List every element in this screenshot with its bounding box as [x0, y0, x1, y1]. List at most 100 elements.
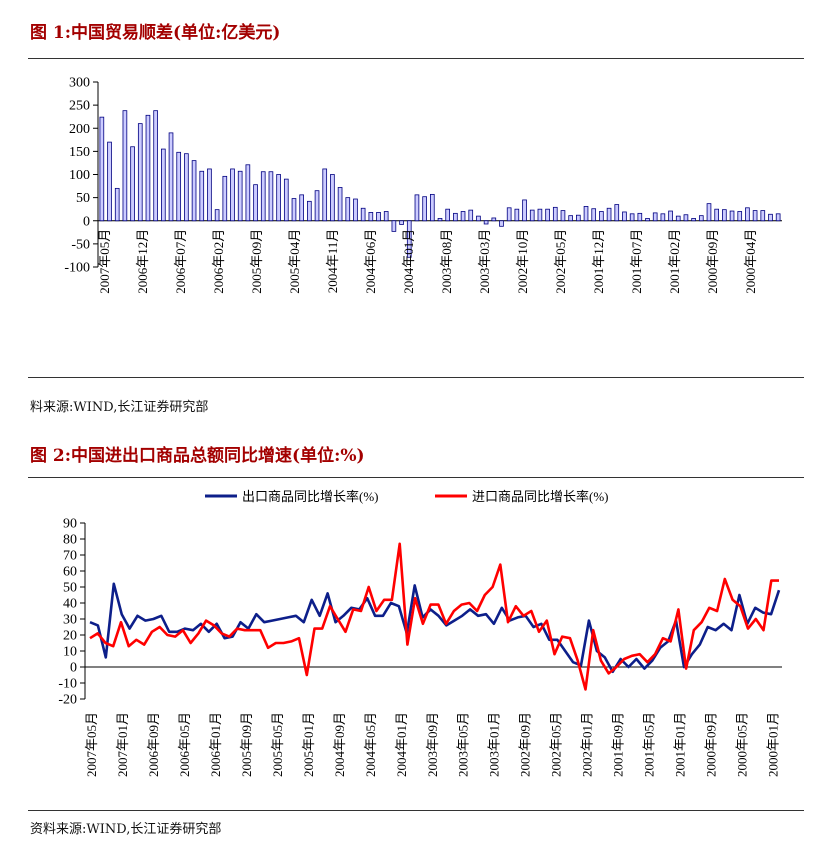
y-tick-label: 60	[63, 565, 77, 580]
x-tick-label: 2005年09月	[249, 229, 264, 294]
bar	[545, 208, 550, 222]
bar	[460, 211, 466, 222]
bar	[222, 175, 228, 222]
y-tick-label: -10	[58, 677, 77, 692]
bar	[130, 146, 135, 222]
bar	[583, 206, 589, 222]
x-tick-label: 2001年01月	[673, 712, 688, 777]
y-tick-label: 200	[69, 122, 90, 137]
y-tick-label: 300	[69, 76, 90, 91]
bar	[276, 174, 281, 222]
bar	[299, 194, 304, 222]
bar	[191, 160, 197, 222]
bar	[752, 210, 758, 222]
bar	[330, 174, 335, 222]
x-tick-label: 2003年09月	[425, 712, 440, 777]
bar	[683, 214, 689, 222]
bar	[145, 114, 151, 222]
bar	[391, 220, 397, 232]
bar	[675, 215, 681, 222]
bar	[537, 208, 543, 222]
y-tick-label: 10	[63, 645, 77, 660]
bar	[260, 171, 266, 222]
bar	[514, 208, 520, 222]
bar	[629, 213, 635, 222]
legend-label: 出口商品同比增长率(%)	[242, 489, 379, 504]
bar	[107, 141, 112, 222]
figure1-title: 图 1:中国贸易顺差(单位:亿美元)	[30, 23, 281, 43]
x-tick-label: 2006年07月	[173, 229, 188, 294]
bar	[552, 206, 558, 222]
figure2-title: 图 2:中国进出口商品总额同比增速(单位:%)	[30, 446, 365, 466]
bar	[176, 151, 182, 222]
x-tick-label: 2005年05月	[270, 712, 285, 777]
x-tick-label: 2001年07月	[629, 229, 644, 294]
x-tick-label: 2006年12月	[135, 229, 150, 294]
bar	[314, 190, 320, 222]
bar	[775, 213, 781, 222]
bar	[422, 196, 427, 222]
x-tick-label: 2001年09月	[611, 712, 626, 777]
y-tick-label: 50	[76, 191, 90, 206]
bar	[429, 193, 435, 222]
bar	[360, 207, 366, 222]
y-tick-label: 20	[63, 629, 77, 644]
bar	[153, 110, 158, 222]
legend-label: 进口商品同比增长率(%)	[472, 489, 609, 504]
x-tick-label: 2001年12月	[591, 229, 606, 294]
bar	[445, 208, 451, 222]
bar	[698, 215, 704, 222]
bar	[376, 212, 381, 222]
x-tick-label: 2001年05月	[642, 712, 657, 777]
bar	[168, 132, 174, 222]
x-tick-label: 2002年05月	[549, 712, 564, 777]
x-tick-label: 2002年05月	[553, 229, 568, 294]
x-tick-label: 2007年05月	[97, 229, 112, 294]
y-tick-label: 40	[63, 597, 77, 612]
x-tick-label: 2003年05月	[456, 712, 471, 777]
bar	[668, 210, 673, 222]
export-growth-line	[89, 582, 781, 674]
bar	[722, 209, 727, 222]
bar	[760, 210, 766, 222]
x-tick-label: 2004年01月	[401, 229, 416, 294]
bar	[322, 168, 328, 222]
y-tick-label: 100	[69, 168, 90, 183]
bar	[307, 200, 312, 222]
bar	[161, 148, 166, 222]
bar	[560, 210, 566, 222]
bar	[283, 178, 289, 222]
bar	[230, 168, 235, 222]
bar	[737, 211, 743, 222]
bar	[483, 220, 489, 225]
y-tick-label: 30	[63, 613, 77, 628]
x-tick-label: 2004年11月	[325, 229, 340, 294]
bar	[745, 207, 750, 222]
x-tick-label: 2000年01月	[766, 712, 781, 777]
bar	[399, 220, 404, 225]
y-tick-label: 250	[69, 99, 90, 114]
x-tick-label: 2004年01月	[394, 712, 409, 777]
y-tick-label: 50	[63, 581, 77, 596]
x-tick-label: 2006年09月	[146, 712, 161, 777]
y-tick-label: -100	[64, 261, 90, 276]
bar	[184, 153, 189, 222]
y-tick-label: 0	[83, 214, 90, 229]
figure2-bottom-rule	[28, 810, 804, 811]
x-tick-label: 2002年09月	[518, 712, 533, 777]
bar	[353, 198, 358, 222]
x-tick-label: 2004年06月	[363, 229, 378, 294]
bar	[691, 218, 696, 222]
x-tick-label: 2000年09月	[705, 229, 720, 294]
bar	[368, 212, 374, 222]
x-tick-label: 2000年09月	[704, 712, 719, 777]
bar	[414, 194, 420, 222]
x-tick-label: 2003年01月	[487, 712, 502, 777]
figure2-top-rule	[28, 477, 804, 478]
x-tick-label: 2004年09月	[332, 712, 347, 777]
bar	[645, 218, 650, 222]
bar	[453, 212, 458, 222]
figure2-source: 资料来源:WIND,长江证券研究部	[30, 822, 222, 837]
bar	[476, 215, 481, 222]
